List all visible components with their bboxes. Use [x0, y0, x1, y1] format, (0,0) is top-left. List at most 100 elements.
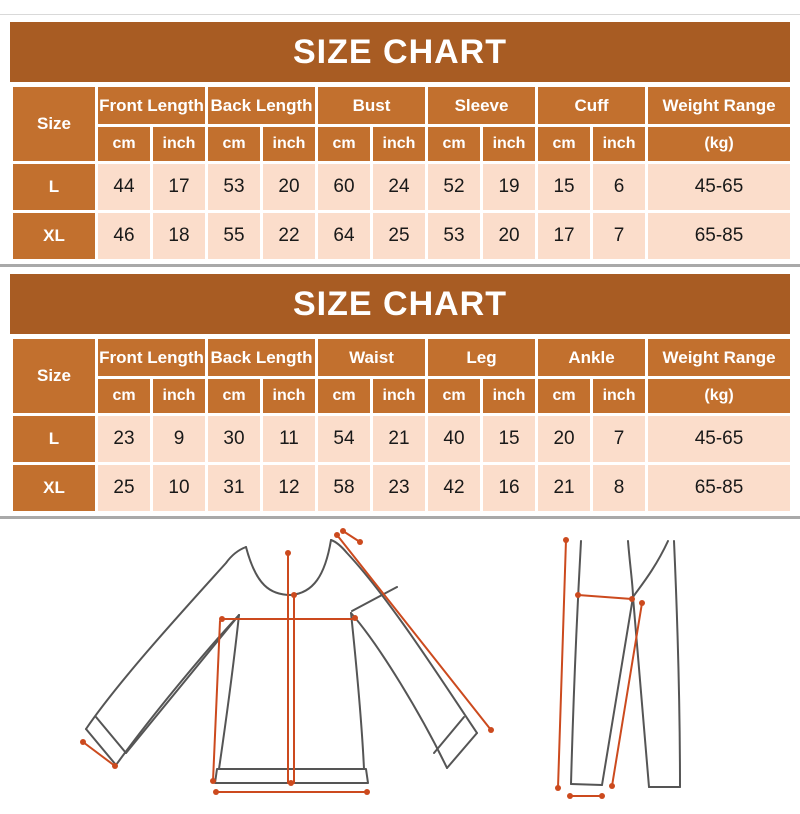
- row-label: XL: [10, 210, 98, 262]
- table-cell-weight: 45-65: [645, 161, 794, 213]
- table-cell-weight: 45-65: [645, 413, 794, 465]
- unit-header-cm: cm: [315, 376, 373, 416]
- measurement-illustration: [80, 528, 681, 799]
- size-chart-bottom: SIZE CHART Size Front Length Back Length…: [10, 274, 794, 514]
- unit-header-inch: inch: [370, 124, 428, 164]
- table-row-size-l: L 44 17 53 20 60 24 52 19 15 6 45-65: [10, 161, 794, 213]
- table-cell: 23: [95, 413, 153, 465]
- table-cell: 54: [315, 413, 373, 465]
- table-row-size-l: L 23 9 30 11 54 21 40 15 20 7 45-65: [10, 413, 794, 465]
- unit-header-cm: cm: [535, 124, 594, 164]
- column-header-sleeve: Sleeve: [424, 84, 539, 127]
- column-header-cuff: Cuff: [535, 84, 649, 127]
- table-cell: 31: [205, 462, 263, 514]
- unit-header-inch: inch: [590, 124, 649, 164]
- table-cell: 55: [205, 210, 263, 262]
- table-cell: 23: [370, 462, 428, 514]
- shirt-measure-lines: [82, 530, 492, 793]
- unit-header-cm: cm: [95, 124, 153, 164]
- shirt-measurement-diagram: [85, 539, 478, 784]
- table-cell: 15: [479, 413, 539, 465]
- table-cell: 22: [260, 210, 318, 262]
- table-cell: 20: [260, 161, 318, 213]
- table-cell: 19: [479, 161, 539, 213]
- row-label: XL: [10, 462, 98, 514]
- table-cell: 30: [205, 413, 263, 465]
- column-header-front-length: Front Length: [95, 336, 208, 379]
- unit-header-cm: cm: [205, 376, 263, 416]
- table-cell: 25: [370, 210, 428, 262]
- table-cell: 52: [425, 161, 483, 213]
- column-header-bust: Bust: [315, 84, 428, 127]
- unit-header-inch: inch: [479, 124, 539, 164]
- table-cell: 7: [590, 413, 649, 465]
- unit-header-inch: inch: [260, 124, 318, 164]
- column-header-ankle: Ankle: [535, 336, 649, 379]
- table-cell: 10: [150, 462, 208, 514]
- pants-measure-lines: [557, 539, 643, 797]
- table-cell: 58: [315, 462, 373, 514]
- size-chart-top: SIZE CHART Size Front Length Back Length…: [10, 22, 794, 262]
- table-cell: 9: [150, 413, 208, 465]
- column-header-size: Size: [10, 84, 98, 164]
- unit-header-cm: cm: [425, 376, 483, 416]
- table-cell: 11: [260, 413, 318, 465]
- table-cell: 64: [315, 210, 373, 262]
- table-cell: 6: [590, 161, 649, 213]
- table-cell: 46: [95, 210, 153, 262]
- column-header-front-length: Front Length: [95, 84, 208, 127]
- table-cell: 8: [590, 462, 649, 514]
- unit-header-kg: (kg): [645, 376, 794, 416]
- column-header-back-length: Back Length: [205, 84, 318, 127]
- unit-header-cm: cm: [425, 124, 483, 164]
- table-cell-weight: 65-85: [645, 462, 794, 514]
- table-cell: 53: [425, 210, 483, 262]
- table-cell: 12: [260, 462, 318, 514]
- shirt-measure-dots: [80, 528, 494, 795]
- size-chart-top-title: SIZE CHART: [10, 22, 790, 82]
- table-cell: 42: [425, 462, 483, 514]
- unit-header-cm: cm: [315, 124, 373, 164]
- unit-header-kg: (kg): [645, 124, 794, 164]
- table-cell: 20: [535, 413, 594, 465]
- section-divider: [0, 516, 800, 519]
- unit-header-cm: cm: [535, 376, 594, 416]
- column-header-waist: Waist: [315, 336, 428, 379]
- row-label: L: [10, 413, 98, 465]
- table-cell: 18: [150, 210, 208, 262]
- table-cell: 17: [150, 161, 208, 213]
- size-chart-top-table: Size Front Length Back Length Bust Sleev…: [10, 84, 794, 262]
- table-cell: 53: [205, 161, 263, 213]
- unit-header-inch: inch: [479, 376, 539, 416]
- table-cell: 15: [535, 161, 594, 213]
- table-cell-weight: 65-85: [645, 210, 794, 262]
- table-cell: 21: [535, 462, 594, 514]
- table-cell: 17: [535, 210, 594, 262]
- size-chart-bottom-table: Size Front Length Back Length Waist Leg …: [10, 336, 794, 514]
- row-label: L: [10, 161, 98, 213]
- column-header-weight-range: Weight Range: [645, 336, 794, 379]
- table-cell: 60: [315, 161, 373, 213]
- table-cell: 7: [590, 210, 649, 262]
- table-row-size-xl: XL 46 18 55 22 64 25 53 20 17 7 65-85: [10, 210, 794, 262]
- table-cell: 20: [479, 210, 539, 262]
- size-chart-bottom-title: SIZE CHART: [10, 274, 790, 334]
- unit-header-inch: inch: [370, 376, 428, 416]
- unit-header-inch: inch: [260, 376, 318, 416]
- unit-header-inch: inch: [150, 124, 208, 164]
- table-cell: 25: [95, 462, 153, 514]
- section-divider: [0, 264, 800, 267]
- column-header-size: Size: [10, 336, 98, 416]
- pants-measure-dots: [555, 537, 645, 799]
- pants-measurement-diagram: [570, 540, 681, 788]
- table-cell: 40: [425, 413, 483, 465]
- top-hairline: [0, 14, 800, 15]
- table-cell: 21: [370, 413, 428, 465]
- column-header-back-length: Back Length: [205, 336, 318, 379]
- unit-header-inch: inch: [150, 376, 208, 416]
- unit-header-inch: inch: [590, 376, 649, 416]
- table-cell: 24: [370, 161, 428, 213]
- table-cell: 44: [95, 161, 153, 213]
- column-header-weight-range: Weight Range: [645, 84, 794, 127]
- unit-header-cm: cm: [205, 124, 263, 164]
